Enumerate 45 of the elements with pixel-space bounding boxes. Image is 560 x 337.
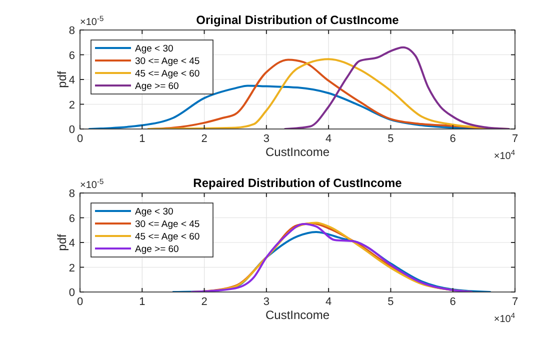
y-axis-title: pdf — [55, 70, 69, 88]
x-tick-label: 6 — [450, 133, 456, 145]
line-series — [284, 46, 510, 129]
x-tick-label: 2 — [201, 296, 208, 308]
y-tick-label: 8 — [68, 25, 75, 37]
x-tick-label: 4 — [326, 296, 332, 308]
text: ×10$^{4}$ — [494, 148, 515, 162]
y-tick-label: 6 — [68, 50, 75, 62]
x-tick-label: 3 — [263, 296, 270, 308]
legend-label: Age < 30 — [135, 44, 174, 54]
legend-label: Age >= 60 — [135, 244, 179, 255]
legend-label: 45 <= Age < 60 — [135, 232, 200, 242]
y-tick-label: 4 — [68, 238, 75, 250]
y-tick-label: 0 — [68, 124, 75, 136]
x-tick-label: 0 — [76, 296, 84, 308]
y-tick-label: 0 — [68, 287, 75, 299]
legend-label: Age < 30 — [135, 206, 174, 218]
text: ×10$^{4}$ — [494, 310, 515, 325]
x-tick-label: 7 — [512, 296, 518, 308]
x-tick-label: 2 — [201, 133, 208, 145]
legend-label: Age >= 60 — [135, 81, 179, 92]
y-axis-title: pdf — [55, 233, 69, 251]
x-tick-label: 6 — [450, 296, 456, 308]
legend-label: 45 <= Age < 60 — [135, 68, 200, 80]
y-tick-label: 2 — [68, 262, 75, 274]
chart-title: Repaired Distribution of CustIncome — [193, 176, 402, 190]
y-tick-label: 6 — [68, 212, 75, 225]
x-tick-label: 1 — [139, 296, 146, 308]
x-tick-label: 3 — [263, 133, 270, 145]
x-tick-label: 4 — [326, 133, 332, 145]
y-tick-label: 4 — [68, 74, 75, 86]
x-axis-title: CustIncome — [265, 308, 330, 322]
legend-label: 30 <= Age < 45 — [135, 56, 200, 67]
legend-label: 30 <= Age < 45 — [135, 219, 200, 230]
x-tick-label: 5 — [388, 133, 394, 145]
x-axis-title: CustIncome — [265, 145, 330, 159]
chart-title: Original Distribution of CustIncome — [196, 13, 400, 27]
text: ×10$^{-5}$ — [80, 14, 104, 28]
x-tick-label: 1 — [139, 133, 146, 145]
x-tick-label: 7 — [512, 133, 518, 145]
y-tick-label: 2 — [68, 99, 75, 112]
y-tick-label: 8 — [68, 188, 75, 200]
x-tick-label: 0 — [76, 133, 84, 145]
text: ×10$^{-5}$ — [80, 176, 104, 191]
x-tick-label: 5 — [388, 296, 394, 308]
